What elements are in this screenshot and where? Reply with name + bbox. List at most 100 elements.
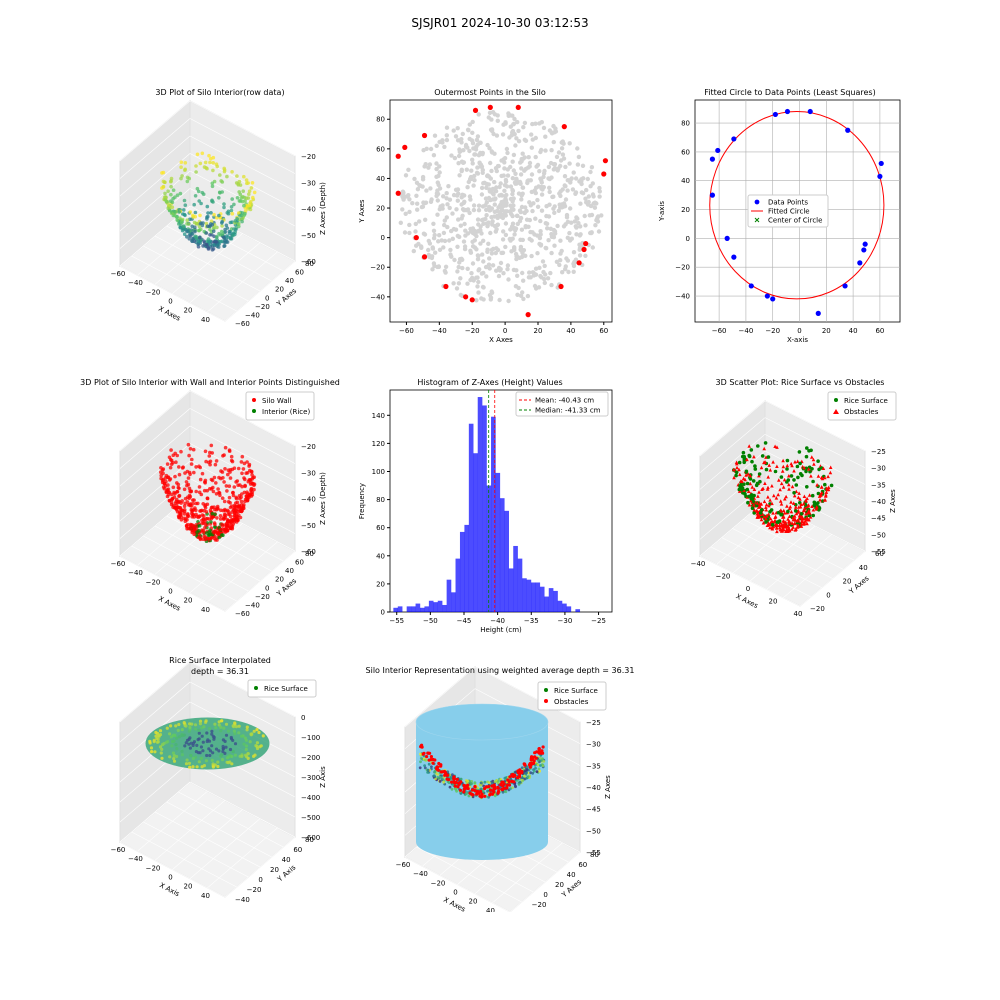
obstacle-point bbox=[787, 482, 791, 487]
obstacle-point bbox=[802, 494, 807, 498]
interior-point bbox=[519, 166, 524, 171]
obstacle-point bbox=[767, 503, 771, 508]
interior-point bbox=[433, 250, 438, 255]
interior-point bbox=[487, 266, 492, 271]
data-point bbox=[214, 481, 218, 485]
obstacle-point bbox=[771, 511, 775, 515]
obstacle-point bbox=[823, 475, 827, 480]
data-point bbox=[748, 283, 754, 289]
x-tick-label: −20 bbox=[146, 864, 161, 872]
interior-point bbox=[420, 204, 426, 209]
interior-point bbox=[535, 204, 541, 209]
data-point bbox=[188, 447, 193, 451]
data-point bbox=[207, 533, 212, 537]
rice-point bbox=[764, 467, 769, 472]
interior-point bbox=[494, 185, 499, 190]
data-point bbox=[167, 490, 172, 495]
histogram-bar bbox=[473, 453, 478, 612]
data-point bbox=[204, 517, 208, 521]
surface-point bbox=[172, 739, 176, 743]
obstacle-point bbox=[421, 752, 425, 756]
interior-point bbox=[465, 266, 470, 271]
data-point bbox=[179, 176, 183, 181]
data-point bbox=[166, 487, 171, 491]
surface-point bbox=[202, 725, 206, 729]
rice-point bbox=[742, 482, 746, 486]
obstacle-point bbox=[797, 505, 801, 509]
interior-point bbox=[520, 185, 526, 190]
interior-point bbox=[562, 202, 567, 208]
interior-point bbox=[456, 161, 461, 166]
data-point bbox=[220, 496, 225, 500]
grid-line bbox=[764, 417, 866, 468]
interior-point bbox=[527, 270, 532, 275]
data-point bbox=[215, 516, 219, 520]
interior-point bbox=[522, 137, 527, 142]
x-tick-label: 20 bbox=[534, 327, 543, 335]
obstacle-point bbox=[793, 460, 797, 464]
data-point bbox=[185, 526, 189, 531]
obstacle-point bbox=[792, 514, 797, 518]
data-point bbox=[186, 442, 191, 447]
obstacle-point bbox=[496, 789, 501, 794]
interior-point bbox=[487, 256, 492, 261]
data-point bbox=[250, 181, 255, 185]
data-point bbox=[245, 460, 249, 464]
surface-point bbox=[200, 734, 204, 738]
data-point bbox=[193, 194, 198, 198]
data-point bbox=[180, 466, 185, 470]
data-point bbox=[224, 240, 229, 244]
histogram-bar bbox=[428, 600, 434, 612]
surface-point bbox=[220, 758, 225, 762]
interior-point bbox=[494, 213, 500, 219]
rice-surface-point bbox=[521, 779, 525, 782]
obstacle-point bbox=[506, 778, 510, 782]
surface-point bbox=[230, 754, 234, 759]
grid-line bbox=[764, 400, 866, 452]
interior-point bbox=[520, 151, 525, 156]
chart-title: Rice Surface Interpolated bbox=[169, 656, 271, 665]
interior-point bbox=[438, 204, 443, 209]
surface-point bbox=[258, 745, 262, 749]
data-point bbox=[185, 235, 189, 239]
rice-point bbox=[811, 513, 815, 518]
interior-point bbox=[520, 270, 525, 276]
interior-point bbox=[445, 224, 450, 230]
rice-surface-point bbox=[439, 776, 442, 779]
x-tick-label: 40 bbox=[566, 327, 575, 335]
rice-point bbox=[807, 449, 811, 453]
data-point bbox=[240, 216, 245, 221]
obstacle-point bbox=[752, 487, 757, 491]
rice-point bbox=[808, 469, 812, 474]
y-tick-label: 60 bbox=[376, 145, 385, 153]
interior-point bbox=[470, 161, 475, 166]
interior-point bbox=[514, 213, 520, 218]
outer-point bbox=[515, 104, 521, 110]
surface-point bbox=[171, 751, 176, 755]
histogram-bar bbox=[526, 579, 532, 612]
interior-point bbox=[489, 117, 494, 122]
interior-point bbox=[510, 113, 515, 118]
surface-point bbox=[222, 726, 226, 730]
histogram-bar bbox=[446, 579, 452, 612]
data-point bbox=[230, 524, 235, 528]
data-point bbox=[209, 219, 214, 223]
interior-point bbox=[489, 168, 494, 174]
x-axis-label: X-axis bbox=[787, 336, 808, 344]
interior-point bbox=[514, 136, 519, 141]
obstacle-point bbox=[828, 465, 833, 469]
y-tick-label: 80 bbox=[305, 260, 314, 268]
x-tick-label: −20 bbox=[465, 327, 480, 335]
obstacle-point bbox=[742, 488, 746, 492]
interior-point bbox=[401, 197, 406, 202]
interior-point bbox=[564, 256, 569, 261]
y-tick-label: 0 bbox=[265, 294, 269, 302]
obstacle-point bbox=[796, 495, 801, 500]
data-point bbox=[242, 476, 246, 480]
rice-surface-point bbox=[427, 762, 431, 766]
interior-point bbox=[551, 139, 556, 145]
histogram-bar bbox=[420, 607, 425, 612]
y-tick-label: −20 bbox=[247, 886, 262, 894]
surface-point bbox=[177, 722, 181, 727]
obstacle-point bbox=[787, 506, 792, 511]
